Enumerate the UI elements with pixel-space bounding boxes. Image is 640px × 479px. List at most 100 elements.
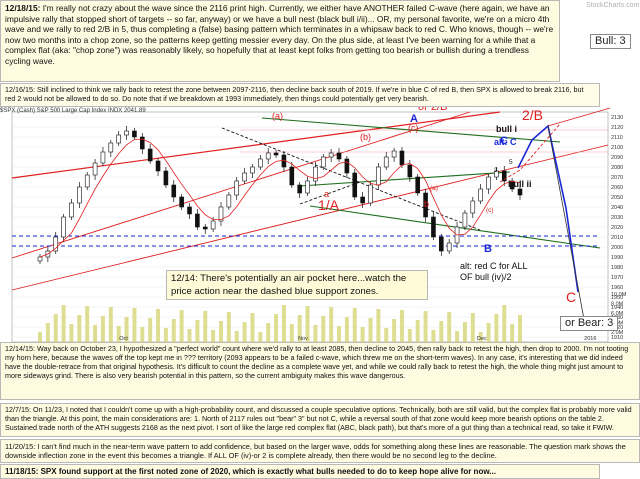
label-alt-red-c-2: OF bull (iv)/2 bbox=[460, 272, 512, 282]
note-12-16: 12/16/15: Still inclined to think we ral… bbox=[0, 83, 600, 107]
candle-body bbox=[439, 236, 444, 252]
candle-body bbox=[242, 172, 247, 182]
volume-bar bbox=[384, 328, 389, 342]
note-11-18-text: SPX found support at the first noted zon… bbox=[38, 467, 496, 476]
candle-body bbox=[210, 220, 216, 230]
volume-bar bbox=[69, 324, 74, 342]
candle-body bbox=[77, 186, 82, 204]
volume-bar bbox=[486, 323, 491, 342]
note-12-18: 12/18/15: I'm really not crazy about the… bbox=[0, 0, 560, 82]
volume-bar bbox=[399, 310, 404, 342]
candle-body bbox=[92, 162, 98, 176]
volume-bar bbox=[431, 330, 436, 342]
candlestick-series bbox=[37, 126, 523, 264]
red-trendline-long bbox=[11, 144, 609, 291]
black-dashed-line bbox=[221, 127, 481, 231]
y-tick-label: 1960 bbox=[611, 285, 623, 291]
volume-bar bbox=[140, 327, 145, 342]
candle-body bbox=[501, 170, 507, 182]
volume-bar bbox=[234, 331, 239, 342]
y-tick-label: 2030 bbox=[611, 215, 623, 221]
y-tick-label: 2050 bbox=[611, 195, 623, 201]
volume-bar bbox=[360, 327, 365, 342]
candle-body bbox=[478, 188, 483, 202]
label-or-2b: or 2/B bbox=[418, 101, 448, 113]
moving-average-red bbox=[39, 138, 521, 258]
volume-bar bbox=[250, 313, 255, 342]
volume-bar bbox=[100, 316, 105, 342]
y-tick-label: 2010 bbox=[611, 235, 623, 241]
label-bull-i: bull i bbox=[496, 124, 517, 134]
candle-body bbox=[171, 184, 177, 198]
volume-bar bbox=[148, 318, 153, 342]
volume-bar bbox=[266, 323, 271, 342]
candle-body bbox=[470, 200, 476, 214]
volume-bar bbox=[289, 324, 294, 342]
candle-body bbox=[415, 176, 421, 194]
label-small-4: 4 bbox=[503, 172, 507, 179]
y-tick-label: 2080 bbox=[611, 165, 623, 171]
volume-bar bbox=[38, 332, 42, 342]
label-2b-top: 2/B bbox=[522, 107, 544, 123]
stockcharts-watermark: StockCharts.com bbox=[586, 2, 640, 9]
volume-bar bbox=[447, 312, 452, 342]
note-12-14: 12/14/15: Way back on October 23, I hypo… bbox=[0, 342, 640, 400]
label-small-3: 3 bbox=[494, 167, 498, 174]
volume-label: 8.0M bbox=[611, 302, 624, 308]
note-12-16-text: Still inclined to think we rally back to… bbox=[5, 85, 584, 103]
note-11-18-date: 11/18/15: bbox=[5, 467, 39, 476]
label-red-c: C bbox=[566, 289, 577, 305]
note-11-20-date: 11/20/15: bbox=[5, 442, 36, 451]
note-12-14-date: 12/14/15: bbox=[5, 344, 35, 353]
black-projection-down bbox=[547, 125, 587, 331]
candle-body bbox=[391, 150, 397, 158]
y-tick-label: 2070 bbox=[611, 175, 623, 181]
volume-bar bbox=[392, 319, 397, 342]
y-tick-label: 2110 bbox=[611, 135, 623, 141]
volume-bar bbox=[297, 315, 302, 342]
chart-last-price: 2041.89 bbox=[123, 108, 146, 114]
candle-body bbox=[462, 212, 468, 228]
candle-body bbox=[360, 196, 365, 204]
volume-bar bbox=[329, 307, 334, 342]
volume-bar bbox=[510, 324, 515, 342]
volume-bar bbox=[61, 305, 66, 342]
volume-bar bbox=[242, 322, 247, 342]
red-projection-up bbox=[547, 107, 611, 127]
volume-bar bbox=[85, 306, 90, 342]
candle-body bbox=[509, 180, 515, 190]
volume-bar bbox=[53, 314, 58, 342]
volume-bar bbox=[163, 328, 168, 342]
volume-bar bbox=[226, 312, 231, 342]
y-tick-label: 1940 bbox=[611, 305, 623, 311]
volume-bar bbox=[218, 321, 223, 342]
note-12-7-text: On 11/23, I noted that I couldn't come u… bbox=[5, 405, 632, 432]
y-tick-label: 2020 bbox=[611, 225, 623, 231]
candle-body bbox=[163, 170, 169, 186]
candle-body bbox=[84, 174, 90, 188]
volume-bar bbox=[93, 325, 98, 342]
volume-bar bbox=[132, 308, 137, 342]
red-dashed-projection bbox=[499, 123, 561, 183]
label-red-a-paren: (a) bbox=[272, 111, 283, 121]
candle-body bbox=[202, 226, 208, 230]
volume-bar bbox=[211, 330, 216, 342]
y-tick-label: 1970 bbox=[611, 275, 623, 281]
volume-bar bbox=[502, 305, 507, 342]
candle-body bbox=[446, 242, 452, 252]
volume-bar bbox=[462, 322, 467, 342]
note-12-18-date: 12/18/15: bbox=[5, 3, 41, 13]
y-tick-label: 2040 bbox=[611, 205, 623, 211]
candle-body bbox=[218, 206, 224, 222]
note-12-7: 12/7/15: On 11/23, I noted that I couldn… bbox=[0, 403, 640, 437]
candle-body bbox=[320, 156, 326, 168]
y-tick-label: 1950 bbox=[611, 295, 623, 301]
volume-bar bbox=[423, 311, 428, 342]
candle-body bbox=[273, 152, 279, 156]
volume-label: 10.0M bbox=[611, 292, 627, 298]
candle-body bbox=[53, 236, 59, 252]
volume-bar bbox=[313, 325, 318, 342]
label-red-a-small: a bbox=[324, 189, 330, 199]
candle-body bbox=[187, 206, 192, 215]
